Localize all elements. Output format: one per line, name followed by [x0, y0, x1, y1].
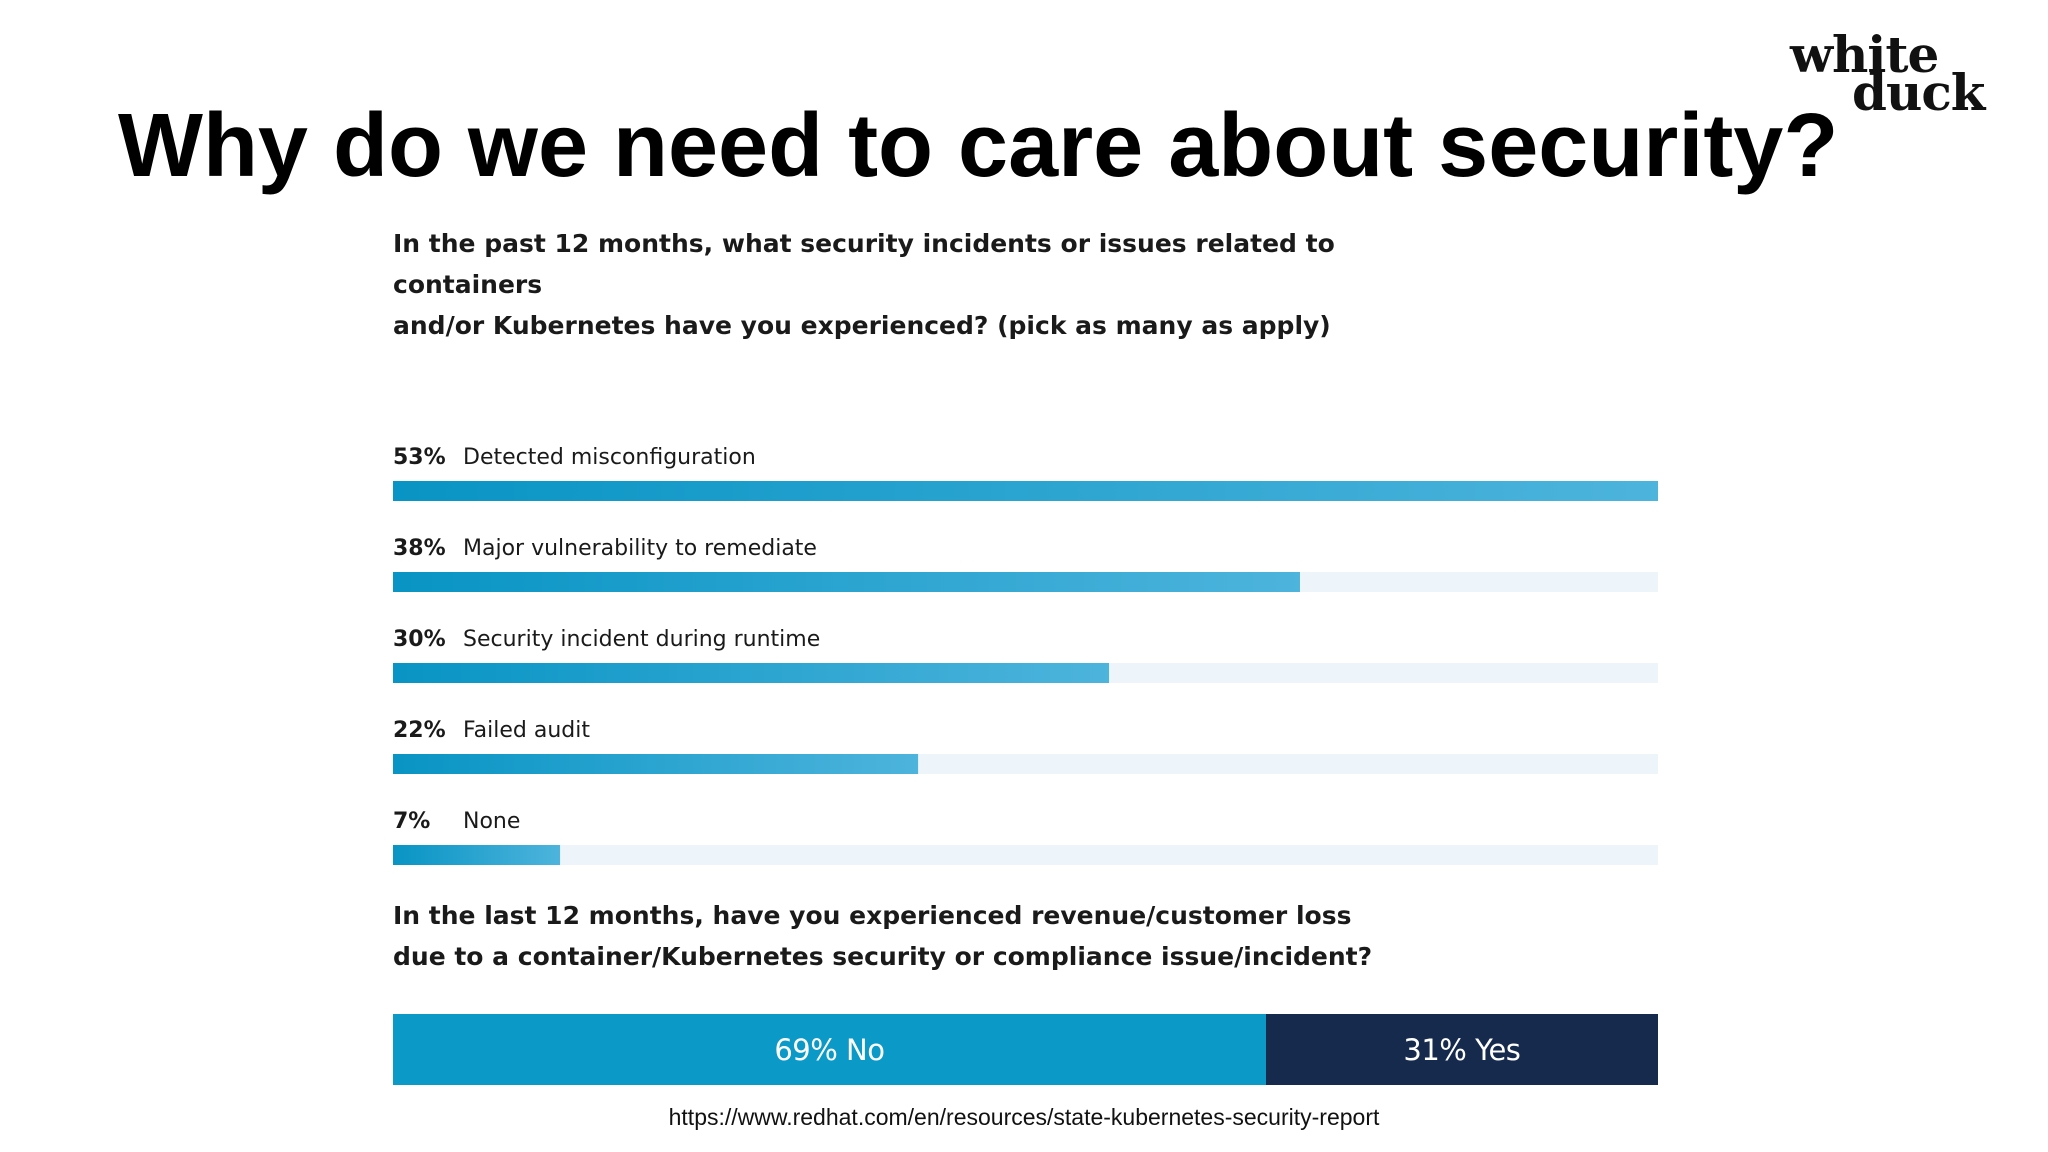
revenue-loss-stacked-bar: 69% No 31% Yes	[393, 1014, 1658, 1085]
bar-category-label: Failed audit	[463, 718, 590, 743]
chart-1-question-line-1: In the past 12 months, what security inc…	[393, 229, 1335, 299]
segment-yes: 31% Yes	[1265, 1014, 1658, 1085]
bar	[393, 481, 1658, 501]
source-url: https://www.redhat.com/en/resources/stat…	[668, 1104, 1380, 1130]
bar-value-label: 38%	[393, 536, 446, 561]
chart-2-question-line-2: due to a container/Kubernetes security o…	[393, 942, 1373, 971]
chart-1-question: In the past 12 months, what security inc…	[393, 223, 1393, 346]
survey-figure: In the past 12 months, what security inc…	[380, 208, 1670, 1152]
segment-no: 69% No	[393, 1014, 1266, 1085]
white-duck-logo: white duck	[1790, 25, 2006, 122]
logo-line-1: white	[1790, 25, 1939, 84]
bar	[393, 663, 1110, 683]
bar-category-label: Major vulnerability to remediate	[463, 536, 817, 561]
bar	[393, 572, 1300, 592]
bar-category-label: Security incident during runtime	[463, 627, 820, 652]
chart-2-question: In the last 12 months, have you experien…	[393, 895, 1393, 977]
incidents-bar-chart: 53% Detected misconfiguration 38% Major vul…	[393, 445, 1658, 865]
chart-1-question-line-2: and/or Kubernetes have you experienced? …	[393, 311, 1331, 340]
bar-track	[393, 845, 1658, 865]
slide-title: Why do we need to care about security?	[118, 96, 1839, 196]
logo-line-2: duck	[1852, 63, 1985, 122]
bar-category-label: None	[463, 809, 520, 834]
bar-value-label: 22%	[393, 718, 446, 743]
chart-2-question-line-1: In the last 12 months, have you experien…	[393, 901, 1352, 930]
bar-value-label: 53%	[393, 445, 446, 470]
bar	[393, 754, 919, 774]
bar	[393, 845, 561, 865]
bar-category-label: Detected misconfiguration	[463, 445, 756, 470]
bar-value-label: 7%	[393, 809, 430, 834]
bar-value-label: 30%	[393, 627, 446, 652]
